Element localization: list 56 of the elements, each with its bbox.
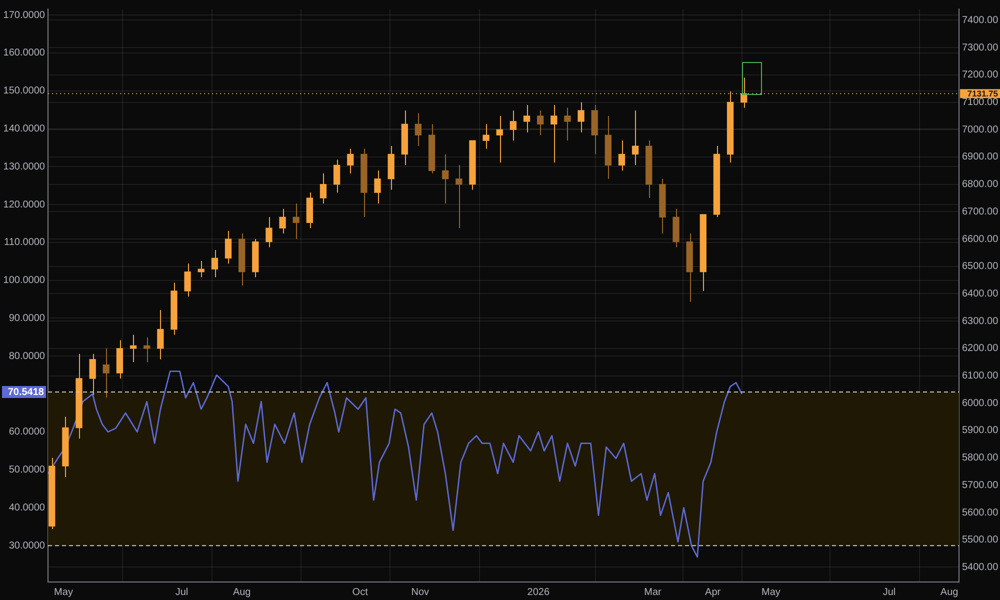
candlestick: [170, 282, 178, 336]
x-tick-label: Mar: [644, 586, 662, 598]
x-tick-label: Aug: [940, 586, 958, 598]
y2-tick-label: 7100.00: [962, 97, 999, 108]
y2-tick-label: 6800.00: [962, 179, 999, 190]
y2-tick-label: 5400.00: [962, 562, 999, 573]
y2-tick-label: 5600.00: [962, 507, 999, 518]
candlestick: [62, 416, 69, 478]
ref-line-label: 7131.75: [967, 88, 998, 98]
x-tick-label: Nov: [411, 586, 430, 598]
y-tick-label: 140.0000: [3, 124, 46, 135]
y-tick-label: 40.0000: [8, 502, 46, 514]
y-tick-label: 120.0000: [3, 199, 46, 210]
y2-tick-label: 5900.00: [962, 425, 999, 436]
y2-tick-label: 6600.00: [962, 234, 999, 245]
x-tick-label: Aug: [232, 586, 251, 598]
x-tick-label: May: [54, 586, 73, 598]
y2-tick-label: 7000.00: [962, 124, 999, 136]
y2-tick-label: 7200.00: [962, 70, 999, 81]
y-tick-label: 160.0000: [3, 48, 46, 59]
y-tick-label: 170.0000: [3, 10, 46, 21]
y2-tick-label: 6500.00: [962, 261, 999, 272]
y-tick-label: 50.0000: [8, 464, 46, 476]
y2-tick-label: 7300.00: [962, 42, 999, 54]
y-tick-label: 80.0000: [8, 350, 46, 362]
y2-tick-label: 6700.00: [962, 206, 999, 218]
y-tick-label: 100.0000: [3, 275, 46, 286]
y2-tick-label: 5800.00: [962, 452, 999, 464]
candlestick: [157, 310, 164, 360]
y-tick-label: 60.0000: [8, 426, 46, 438]
y-tick-label: 30.0000: [8, 540, 46, 552]
y2-tick-label: 6300.00: [962, 316, 999, 327]
x-tick-label: Apr: [705, 586, 722, 598]
y2-tick-label: 7400.00: [962, 14, 999, 26]
candlestick: [659, 178, 666, 234]
y-tick-label: 90.0000: [8, 312, 46, 324]
candlestick: [374, 170, 381, 204]
candlestick: [360, 148, 368, 218]
y2-tick-label: 5700.00: [962, 480, 999, 491]
y2-tick-label: 6400.00: [962, 288, 999, 300]
x-tick-label: 2026: [527, 586, 550, 598]
y-tick-label: 110.0000: [4, 237, 46, 248]
x-tick-label: May: [762, 586, 780, 598]
x-tick-label: Jul: [882, 586, 896, 598]
candlestick: [184, 263, 191, 297]
x-tick-label: Jul: [175, 586, 188, 598]
x-tick-label: Oct: [352, 586, 368, 598]
y-tick-label: 150.0000: [3, 86, 46, 97]
y2-tick-label: 6200.00: [962, 343, 999, 354]
y-tick-label: 130.0000: [3, 161, 46, 172]
y2-tick-label: 6100.00: [962, 370, 999, 382]
candlestick: [469, 140, 476, 190]
y2-tick-label: 6900.00: [962, 152, 999, 163]
y2-tick-label: 6000.00: [962, 398, 999, 409]
y2-tick-label: 5500.00: [962, 534, 999, 546]
ref-line-label: 70.5418: [8, 387, 44, 398]
